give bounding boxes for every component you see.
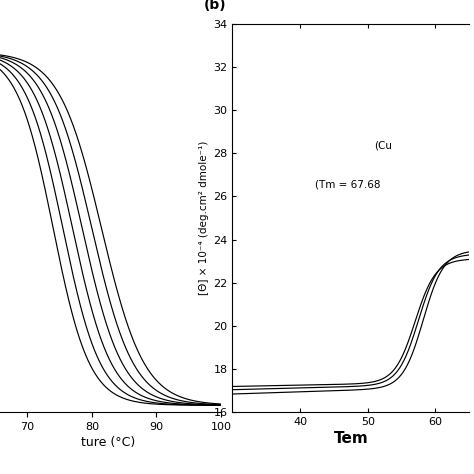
X-axis label: ture (°C): ture (°C) xyxy=(81,436,135,449)
Y-axis label: [Θ] × 10⁻⁴ (deg.cm² dmole⁻¹): [Θ] × 10⁻⁴ (deg.cm² dmole⁻¹) xyxy=(199,141,209,295)
Text: (Tm = 67.68: (Tm = 67.68 xyxy=(315,179,381,189)
Text: (b): (b) xyxy=(204,0,227,12)
X-axis label: Tem: Tem xyxy=(333,431,368,447)
Text: (Cu: (Cu xyxy=(374,140,392,150)
